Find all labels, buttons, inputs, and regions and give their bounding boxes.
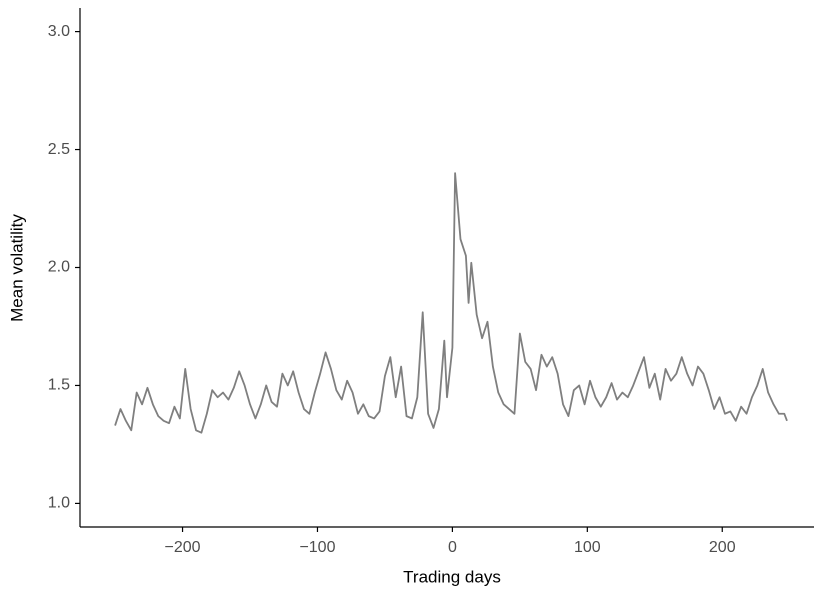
y-tick-label: 2.0 — [48, 259, 70, 276]
y-tick-label: 1.5 — [48, 377, 70, 394]
x-axis-label: Trading days — [403, 567, 501, 586]
x-tick-label: −200 — [165, 539, 201, 556]
x-tick-label: 100 — [574, 539, 601, 556]
x-tick-label: 200 — [709, 539, 736, 556]
x-tick-label: 0 — [448, 539, 457, 556]
x-tick-label: −100 — [299, 539, 335, 556]
y-tick-label: 1.0 — [48, 495, 70, 512]
y-axis-label: Mean volatility — [7, 214, 26, 322]
y-tick-label: 2.5 — [48, 141, 70, 158]
line-series — [114, 172, 788, 434]
y-tick-label: 3.0 — [48, 23, 70, 40]
